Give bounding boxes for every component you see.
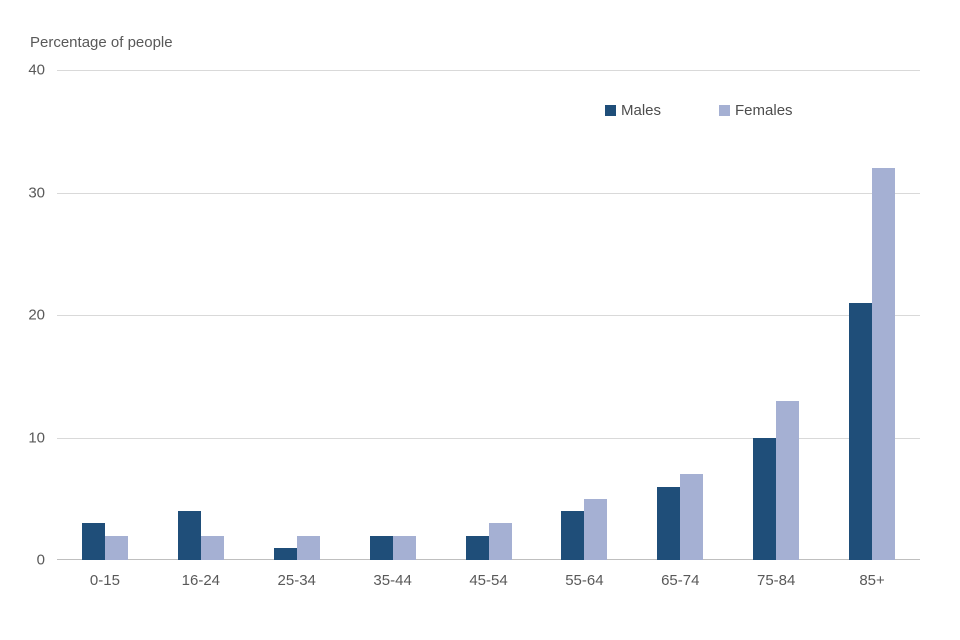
legend-item-females: Females (719, 102, 793, 119)
x-tick-label-25-34: 25-34 (277, 572, 316, 589)
x-tick-label-75-84: 75-84 (756, 572, 796, 589)
bar-females-16-24 (200, 535, 224, 560)
bars-layer (57, 70, 920, 560)
bar-females-65-74 (680, 474, 704, 560)
bar-males-75-84 (753, 437, 777, 560)
legend-label-males: Males (621, 102, 662, 119)
bar-group-75-84 (728, 400, 824, 560)
bar-group-35-44 (345, 535, 441, 560)
bar-group-16-24 (153, 511, 249, 560)
bar-males-85+ (849, 302, 873, 560)
bar-males-55-64 (561, 511, 585, 560)
gridline-10 (57, 437, 920, 439)
bar-males-65-74 (657, 486, 681, 560)
x-tick-label-85+: 85+ (859, 572, 885, 589)
bar-females-75-84 (776, 400, 800, 560)
x-axis-labels: 0-15 16-24 25-34 35-44 45-54 55-64 65-74 75-84 8… (57, 560, 920, 589)
x-tick-label-35-44: 35-44 (373, 572, 412, 589)
legend: Males Females (605, 102, 793, 119)
gridline-30 (57, 192, 920, 194)
bar-group-45-54 (441, 523, 537, 560)
legend-swatch-females (719, 105, 731, 116)
plot-area: 0 10 20 30 40 0-15 16-24 25-34 35-44 45-54 55-64 6… (28, 62, 920, 589)
bar-males-25-34 (273, 547, 297, 560)
bar-females-45-54 (488, 523, 512, 560)
x-tick-label-16-24: 16-24 (181, 572, 221, 589)
x-tick-label-45-54: 45-54 (469, 572, 508, 589)
bar-group-65-74 (632, 474, 728, 560)
y-tick-label-40: 40 (28, 61, 45, 79)
y-tick-label-10: 10 (28, 429, 45, 446)
bar-females-25-34 (296, 535, 320, 560)
bar-females-35-44 (392, 535, 416, 560)
bar-group-55-64 (536, 498, 632, 560)
x-tick-label-65-74: 65-74 (661, 572, 700, 589)
y-tick-label-20: 20 (28, 306, 45, 324)
chart-title: Percentage of people (30, 34, 173, 51)
x-tick-label-0-15: 0-15 (89, 572, 120, 589)
legend-label-females: Females (735, 102, 793, 119)
bar-group-25-34 (249, 535, 345, 560)
bar-females-85+ (872, 168, 896, 560)
bar-group-0-15 (57, 523, 153, 560)
bar-group-85+ (824, 168, 920, 560)
legend-swatch-males (605, 105, 616, 116)
y-tick-label-30: 30 (28, 184, 45, 201)
gridline-20 (57, 315, 920, 316)
legend-item-males: Males (605, 102, 661, 119)
bar-males-0-15 (81, 523, 105, 560)
y-tick-label-0: 0 (36, 551, 45, 569)
bar-males-35-44 (369, 535, 393, 560)
bar-males-45-54 (465, 535, 489, 560)
x-tick-label-55-64: 55-64 (565, 572, 604, 589)
gridline-40 (57, 70, 920, 71)
bar-females-0-15 (104, 535, 128, 560)
bar-males-16-24 (177, 511, 201, 560)
bar-females-55-64 (584, 498, 608, 560)
